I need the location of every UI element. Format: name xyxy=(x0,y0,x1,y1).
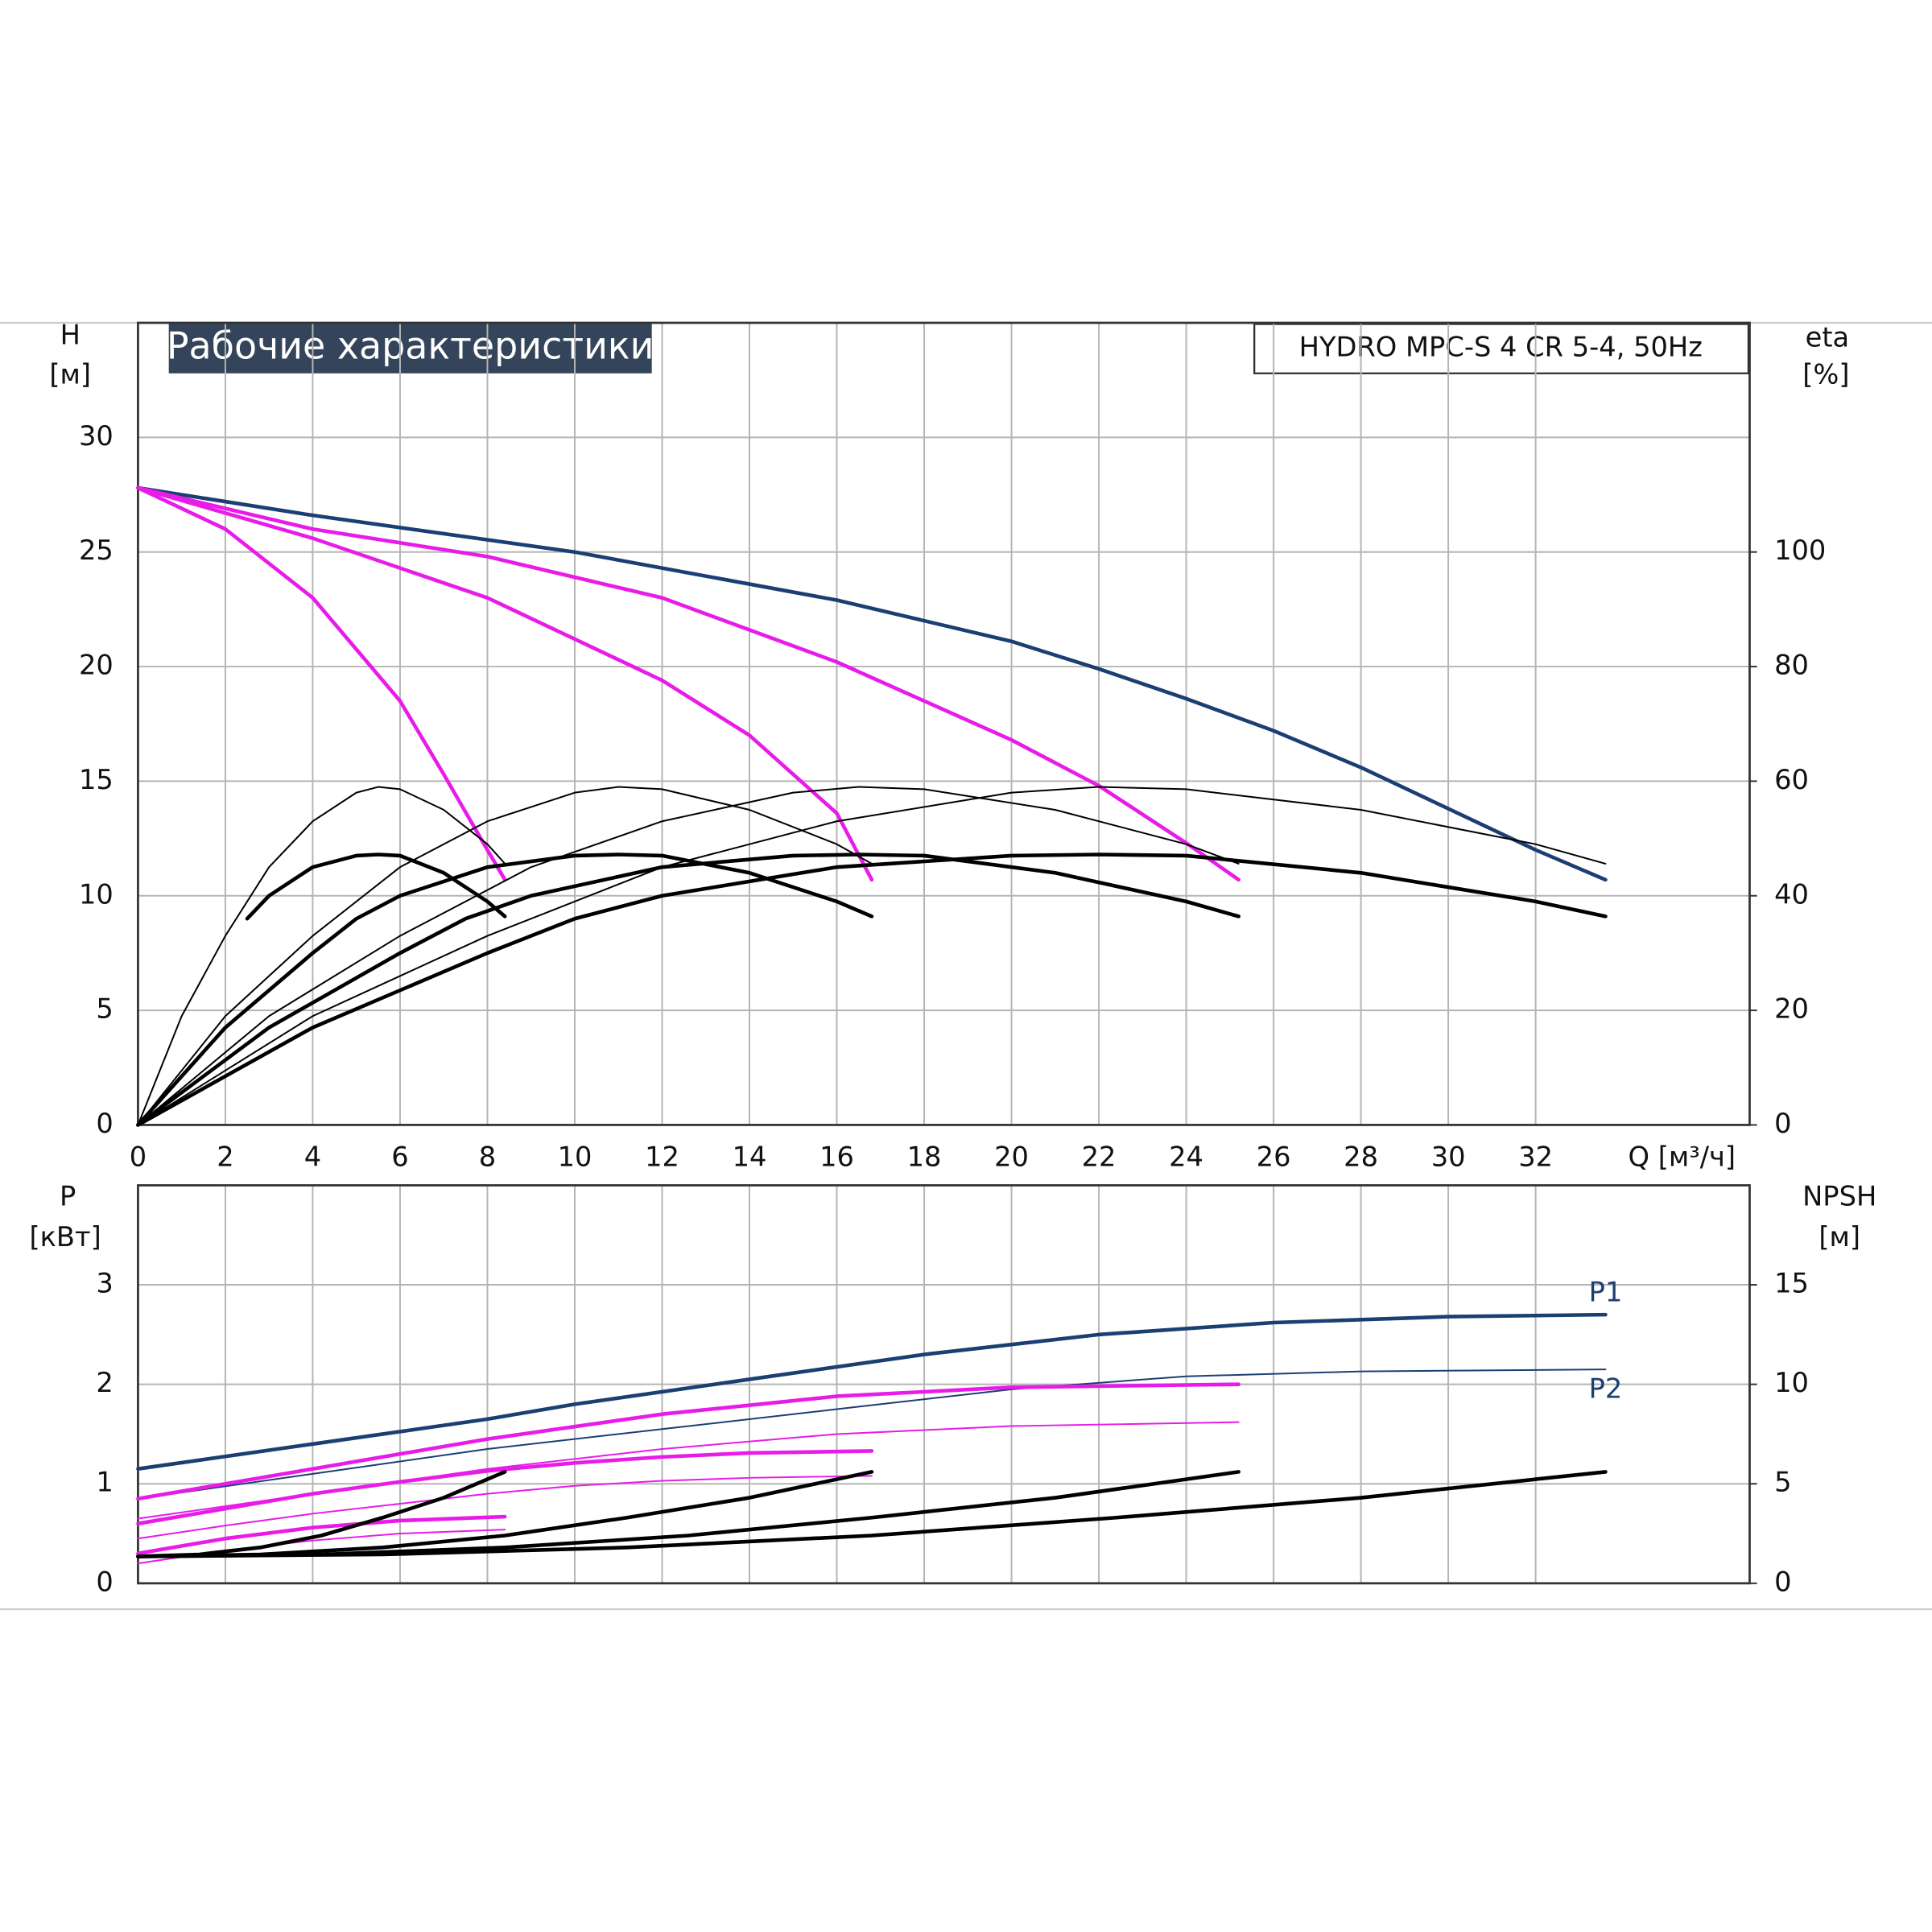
y2-tick-label: 40 xyxy=(1774,878,1809,910)
title-box xyxy=(168,323,652,374)
series-label: P2 xyxy=(1589,1373,1623,1405)
x-tick-label: 26 xyxy=(1257,1141,1291,1172)
x-tick-label: 6 xyxy=(391,1141,408,1172)
curve xyxy=(137,1368,1607,1500)
x-tick-label: 14 xyxy=(733,1141,767,1172)
curve xyxy=(136,485,1241,882)
x-tick-label: 24 xyxy=(1169,1141,1203,1172)
y-axis-label: H xyxy=(60,319,80,350)
y2-axis-label: NPSH xyxy=(1802,1180,1876,1212)
y-tick-label: 1 xyxy=(96,1467,113,1498)
y-axis-unit: [кВт] xyxy=(29,1221,101,1253)
x-tick-label: 28 xyxy=(1344,1141,1378,1172)
x-tick-label: 16 xyxy=(819,1141,854,1172)
y2-tick-label: 5 xyxy=(1774,1467,1791,1498)
y2-axis-label: eta xyxy=(1806,321,1850,353)
curve xyxy=(137,786,506,1126)
x-tick-label: 4 xyxy=(304,1141,321,1172)
x-tick-label: 10 xyxy=(558,1141,592,1172)
y2-axis-unit: [м] xyxy=(1818,1221,1860,1253)
y-tick-label: 10 xyxy=(79,878,114,910)
y-tick-label: 2 xyxy=(96,1367,113,1398)
y-tick-label: 25 xyxy=(79,535,114,566)
series-label: P1 xyxy=(1589,1277,1623,1308)
curve xyxy=(136,1382,1241,1501)
curve xyxy=(136,485,507,882)
x-tick-label: 2 xyxy=(217,1141,233,1172)
curve xyxy=(136,852,1241,1127)
x-tick-label: 22 xyxy=(1082,1141,1117,1172)
y2-tick-label: 15 xyxy=(1774,1268,1809,1299)
curve xyxy=(136,1514,507,1556)
chart-title: Рабочие характеристики xyxy=(167,324,654,368)
model-box xyxy=(1253,323,1750,374)
y2-axis-unit: [%] xyxy=(1802,358,1849,390)
y-tick-label: 5 xyxy=(96,993,113,1025)
x-tick-label: 18 xyxy=(907,1141,942,1172)
curve xyxy=(136,852,1608,1127)
curve xyxy=(137,786,1240,1126)
y2-tick-label: 60 xyxy=(1774,764,1809,795)
curve xyxy=(245,852,507,921)
y-tick-label: 3 xyxy=(96,1268,113,1299)
y2-tick-label: 20 xyxy=(1774,993,1809,1025)
x-tick-label: 0 xyxy=(130,1141,147,1172)
y-tick-label: 0 xyxy=(96,1566,113,1597)
plot-frame xyxy=(137,1184,1751,1585)
y-tick-label: 0 xyxy=(96,1108,113,1139)
curve xyxy=(136,485,874,882)
x-axis-label: Q [м³/ч] xyxy=(1629,1141,1736,1172)
y2-tick-label: 10 xyxy=(1774,1367,1809,1398)
y2-tick-label: 80 xyxy=(1774,650,1809,681)
x-tick-label: 32 xyxy=(1518,1141,1553,1172)
y-axis-label: P xyxy=(60,1180,76,1212)
x-tick-label: 8 xyxy=(479,1141,496,1172)
y2-tick-label: 100 xyxy=(1774,535,1826,566)
curve xyxy=(136,1312,1608,1471)
x-tick-label: 12 xyxy=(645,1141,679,1172)
x-tick-label: 30 xyxy=(1431,1141,1466,1172)
curve xyxy=(136,1470,1608,1558)
y2-tick-label: 0 xyxy=(1774,1566,1791,1597)
y2-tick-label: 0 xyxy=(1774,1108,1791,1139)
y-tick-label: 30 xyxy=(79,420,114,452)
curve xyxy=(137,786,1607,1126)
plot-frame xyxy=(137,321,1751,1126)
curve xyxy=(137,1475,873,1540)
curve xyxy=(136,1449,874,1525)
y-axis-unit: [м] xyxy=(49,358,91,390)
curve xyxy=(137,786,873,1126)
chart-subtitle: HYDRO MPC-S 4 CR 5-4, 50Hz xyxy=(1299,332,1703,363)
y-tick-label: 20 xyxy=(79,650,114,681)
x-tick-label: 20 xyxy=(994,1141,1029,1172)
curve xyxy=(136,485,1608,882)
y-tick-label: 15 xyxy=(79,764,114,795)
